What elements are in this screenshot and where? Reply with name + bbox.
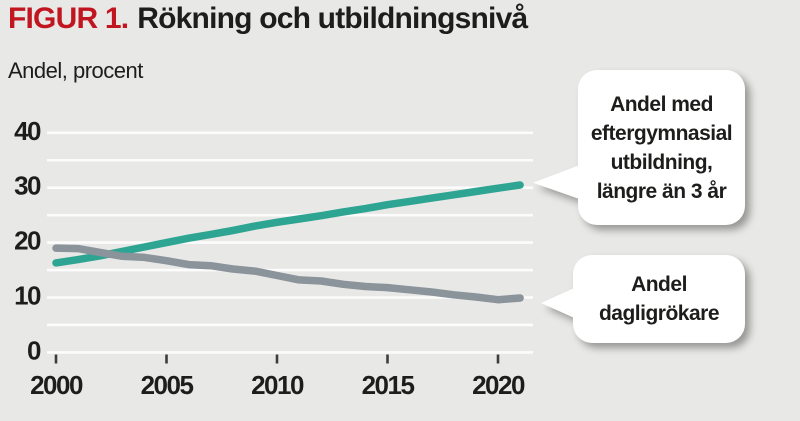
x-axis-tick-label: 2010	[251, 370, 304, 400]
x-axis-tick-label: 2020	[472, 370, 525, 400]
callout-education: Andel med eftergymnasial utbildning, län…	[533, 70, 745, 225]
y-axis-tick-label: 0	[27, 335, 41, 365]
x-axis-tick-label: 2005	[141, 370, 194, 400]
y-axis-caption: Andel, procent	[8, 58, 143, 83]
y-axis-tick-label: 40	[14, 116, 41, 146]
x-axis-tick-label: 2000	[30, 370, 83, 400]
figure-title-text: Rökning och utbildningsnivå	[137, 2, 528, 35]
callout-education-label: Andel med eftergymnasial utbildning, län…	[578, 70, 745, 225]
figure-title: FIGUR 1. Rökning och utbildningsnivå	[8, 2, 528, 36]
series-line-smoking	[52, 244, 524, 304]
figure-number-label: FIGUR 1.	[8, 2, 129, 35]
callout-smoking: Andel dagligrökare	[541, 255, 745, 343]
y-axis-tick-label: 30	[14, 171, 41, 201]
y-axis-tick-label: 10	[14, 281, 41, 311]
series-line-education	[52, 181, 524, 267]
x-axis-tick-label: 2015	[362, 370, 415, 400]
y-axis-tick-label: 20	[14, 226, 41, 256]
callout-smoking-label: Andel dagligrökare	[573, 255, 745, 343]
